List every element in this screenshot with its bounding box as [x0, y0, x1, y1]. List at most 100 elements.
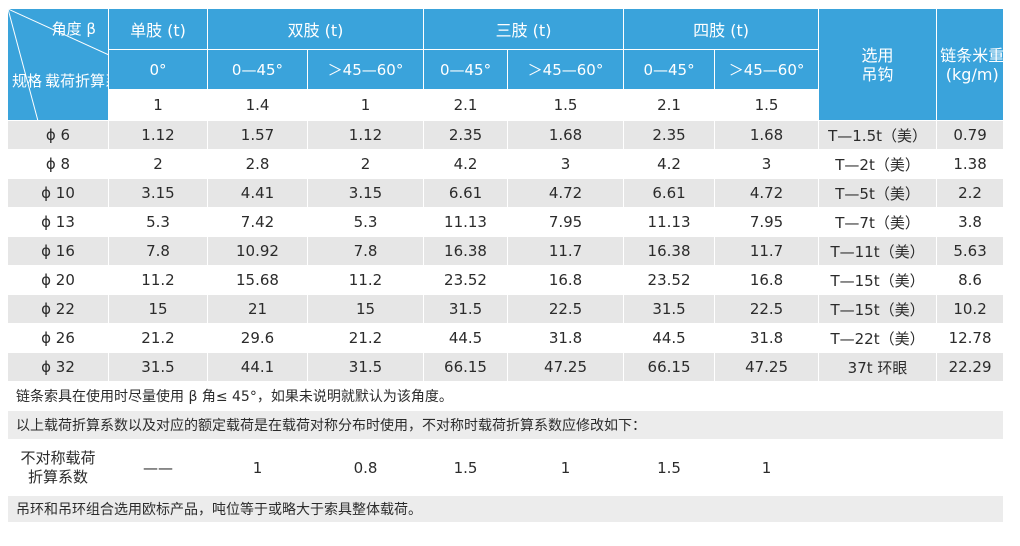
note-row: 以上载荷折算系数以及对应的额定载荷是在载荷对称分布时使用，不对称时载荷折算系数应… [6, 410, 1005, 440]
load-cell: 21 [207, 294, 308, 324]
load-cell: 16.8 [507, 265, 625, 295]
weight-cell: 10.2 [936, 294, 1005, 324]
spec-cell: ϕ 13 [7, 207, 109, 237]
spec-cell: ϕ 6 [7, 120, 109, 150]
note-row: 吊环和吊环组合选用欧标产品，吨位等于或略大于索具整体载荷。 [6, 495, 1005, 523]
asymmetric-factor-row: 不对称载荷折算系数 —— 1 0.8 1.5 1 1.5 1 [7, 439, 1005, 496]
load-cell: 31.5 [423, 294, 509, 324]
load-cell: 2 [108, 149, 208, 179]
weight-cell: 22.29 [936, 352, 1005, 382]
load-cell: 11.7 [714, 236, 820, 266]
load-cell: 3 [714, 149, 820, 179]
load-cell: 4.72 [714, 178, 820, 208]
table-row: ϕ 6 1.12 1.57 1.12 2.35 1.68 2.35 1.68 T… [7, 120, 1005, 150]
asymmetric-factor-value: 1 [207, 439, 308, 496]
load-cell: 44.5 [423, 323, 509, 353]
load-cell: 3.15 [306, 178, 425, 208]
table-row: ϕ 16 7.8 10.92 7.8 16.38 11.7 16.38 11.7… [7, 236, 1005, 266]
load-factor-value: 2.1 [623, 89, 716, 121]
angle-subheader: 0° [108, 49, 208, 90]
load-factor-value: 1.5 [507, 89, 625, 121]
asymmetric-factor-value: 1 [714, 439, 820, 496]
load-cell: 15 [306, 294, 425, 324]
note-row: 链条索具在使用时尽量使用 β 角≤ 45°，如果未说明就默认为该角度。 [6, 381, 1005, 411]
load-factor-value: 2.1 [423, 89, 509, 121]
load-cell: 2.35 [623, 120, 716, 150]
load-cell: 2.8 [207, 149, 308, 179]
empty-cell [936, 439, 1005, 496]
weight-cell: 1.38 [936, 149, 1005, 179]
corner-diagonals [8, 9, 108, 120]
load-cell: 4.41 [207, 178, 308, 208]
hook-cell: T—1.5t（美） [818, 120, 938, 150]
chain-sling-load-table: 角度 β 载荷折算系数 规格 单肢 (t) 双肢 (t) 三肢 (t) 四肢 (… [6, 8, 1005, 523]
load-cell: 1.57 [207, 120, 308, 150]
spec-label: 规格 [12, 72, 43, 90]
load-cell: 1.68 [714, 120, 820, 150]
hook-cell: T—15t（美） [818, 294, 938, 324]
asymmetric-factor-value: 1.5 [623, 439, 716, 496]
angle-subheader: 0—45° [207, 49, 308, 90]
load-cell: 1.68 [507, 120, 625, 150]
spec-cell: ϕ 26 [7, 323, 109, 353]
load-cell: 6.61 [423, 178, 509, 208]
hook-cell: T—7t（美） [818, 207, 938, 237]
hook-header-text: 选用吊钩 [861, 45, 894, 84]
header-row-angles: 0° 0—45° ＞45—60° 0—45° ＞45—60° 0—45° ＞45… [8, 49, 1004, 90]
angle-subheader: ＞45—60° [306, 49, 425, 90]
load-cell: 6.61 [623, 178, 716, 208]
triple-leg-header: 三肢 (t) [423, 8, 625, 50]
load-cell: 3 [507, 149, 625, 179]
hook-cell: T—22t（美） [818, 323, 938, 353]
load-factor-value: 1.5 [714, 89, 820, 121]
load-cell: 10.92 [207, 236, 308, 266]
weight-cell: 12.78 [936, 323, 1005, 353]
hook-cell: T—2t（美） [818, 149, 938, 179]
load-factor-value: 1.4 [207, 89, 308, 121]
angle-label: 角度 β [51, 20, 96, 38]
hook-cell: T—11t（美） [818, 236, 938, 266]
load-cell: 23.52 [623, 265, 716, 295]
load-cell: 5.3 [108, 207, 208, 237]
header-row-top: 角度 β 载荷折算系数 规格 单肢 (t) 双肢 (t) 三肢 (t) 四肢 (… [7, 8, 1005, 121]
load-cell: 31.5 [623, 294, 716, 324]
note-text: 吊环和吊环组合选用欧标产品，吨位等于或略大于索具整体载荷。 [6, 495, 1005, 523]
load-cell: 7.42 [207, 207, 308, 237]
table-row: ϕ 32 31.5 44.1 31.5 66.15 47.25 66.15 47… [7, 352, 1005, 382]
quad-leg-header: 四肢 (t) [623, 8, 820, 50]
weight-cell: 8.6 [936, 265, 1005, 295]
table-row: ϕ 26 21.2 29.6 21.2 44.5 31.8 44.5 31.8 … [7, 323, 1005, 353]
load-cell: 29.6 [207, 323, 308, 353]
angle-subheader: 0—45° [423, 49, 509, 90]
weight-cell: 3.8 [936, 207, 1005, 237]
load-factor-label: 载荷折算系数 [45, 72, 108, 90]
load-cell: 11.13 [623, 207, 716, 237]
spec-cell: ϕ 32 [7, 352, 109, 382]
table-row: ϕ 13 5.3 7.42 5.3 11.13 7.95 11.13 7.95 … [7, 207, 1005, 237]
load-cell: 1.12 [306, 120, 425, 150]
load-cell: 3.15 [108, 178, 208, 208]
load-cell: 11.2 [306, 265, 425, 295]
table-row: ϕ 20 11.2 15.68 11.2 23.52 16.8 23.52 16… [7, 265, 1005, 295]
single-leg-header: 单肢 (t) [108, 8, 208, 50]
load-cell: 1.12 [108, 120, 208, 150]
double-leg-header: 双肢 (t) [206, 8, 425, 50]
load-cell: 21.2 [108, 323, 208, 353]
asymmetric-factor-label-text: 不对称载荷折算系数 [20, 448, 96, 486]
spec-cell: ϕ 10 [7, 178, 109, 208]
asymmetric-factor-value: 1.5 [423, 439, 509, 496]
weight-cell: 0.79 [936, 120, 1005, 150]
note-text: 链条索具在使用时尽量使用 β 角≤ 45°，如果未说明就默认为该角度。 [6, 381, 1005, 411]
load-cell: 16.38 [423, 236, 509, 266]
asymmetric-factor-value: —— [108, 439, 208, 496]
corner-header-cell: 角度 β 载荷折算系数 规格 [7, 8, 109, 121]
spec-cell: ϕ 8 [7, 149, 109, 179]
load-factor-value: 1 [306, 89, 425, 121]
angle-subheader: ＞45—60° [714, 49, 820, 90]
table-row: ϕ 22 15 21 15 31.5 22.5 31.5 22.5 T—15t（… [7, 294, 1005, 324]
load-cell: 7.95 [507, 207, 625, 237]
weight-cell: 5.63 [936, 236, 1005, 266]
load-cell: 7.8 [108, 236, 208, 266]
load-cell: 4.2 [423, 149, 509, 179]
load-cell: 16.8 [714, 265, 820, 295]
